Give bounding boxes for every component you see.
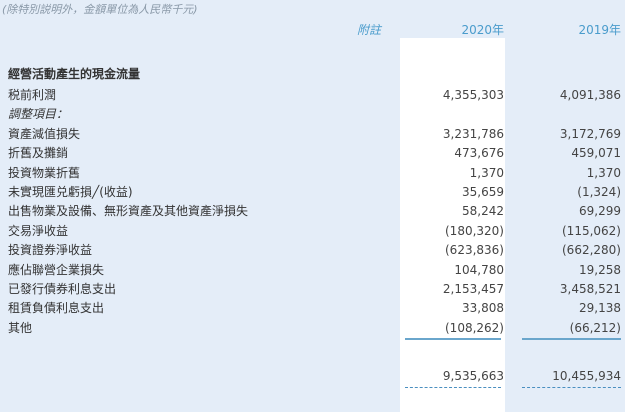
row-label: 投資物業折舊 — [8, 165, 81, 180]
header-2019: 2019年 — [578, 23, 621, 37]
table-row: 折舊及攤銷 473,676 459,071 — [8, 144, 625, 163]
value-2019: (66,212) — [569, 320, 621, 335]
value-2019: 1,370 — [586, 165, 621, 180]
table-row: 已發行債券利息支出 2,153,457 3,458,521 — [8, 280, 625, 299]
total-row: 9,535,663 10,455,934 — [8, 367, 625, 386]
value-2020: 104,780 — [454, 262, 504, 277]
row-label: 交易淨收益 — [8, 223, 69, 238]
row-label: 未實現匯兑虧損╱(收益) — [8, 185, 133, 199]
row-label: 出售物業及設備、無形資產及其他資產淨損失 — [8, 204, 249, 219]
current-year-column-highlight — [400, 38, 505, 412]
value-2020: 33,808 — [462, 301, 504, 316]
total-line-2020 — [405, 387, 501, 388]
value-2019: 3,458,521 — [559, 282, 621, 296]
section-title: 經營活動產生的現金流量 — [8, 65, 625, 84]
value-2019: 3,172,769 — [559, 126, 621, 141]
table-row: 其他 (108,262) (66,212) — [8, 319, 625, 338]
unit-note: (除特別説明外，金額單位為人民幣千元) — [2, 3, 198, 16]
row-label: 其他 — [8, 320, 33, 335]
row-label: 租賃負債利息支出 — [8, 301, 105, 316]
section-title-text: 經營活動產生的現金流量 — [8, 67, 141, 81]
value-2020: 2,153,457 — [442, 282, 504, 296]
table-row: 資產減值損失 3,231,786 3,172,769 — [8, 125, 625, 144]
row-label: 投資證券淨收益 — [8, 243, 93, 258]
total-line-2019 — [522, 387, 621, 388]
subtotal-line-2020 — [405, 338, 501, 340]
value-2020: 473,676 — [454, 146, 504, 161]
table-row: 投資證券淨收益 (623,836) (662,280) — [8, 241, 625, 260]
value-2020: 58,242 — [462, 204, 504, 219]
row-label: 應佔聯營企業損失 — [8, 262, 105, 277]
value-2020: 1,370 — [469, 165, 504, 180]
header-note: 附註 — [357, 23, 382, 37]
table-row: 税前利潤 4,355,303 4,091,386 — [8, 86, 625, 105]
total-2020: 9,535,663 — [442, 369, 504, 383]
value-2020: 3,231,786 — [442, 126, 504, 141]
value-2019: (115,062) — [562, 223, 621, 238]
value-2019: (662,280) — [562, 243, 621, 258]
total-2019: 10,455,934 — [552, 369, 621, 383]
value-2019: 29,138 — [579, 301, 621, 316]
value-2019: 4,091,386 — [559, 88, 621, 102]
row-label: 已發行債券利息支出 — [8, 282, 117, 296]
value-2019: 459,071 — [571, 146, 621, 161]
value-2020: 35,659 — [462, 185, 504, 199]
value-2020: (180,320) — [445, 223, 504, 238]
table-row: 出售物業及設備、無形資產及其他資產淨損失 58,242 69,299 — [8, 202, 625, 221]
row-label: 折舊及攤銷 — [8, 146, 69, 161]
table-row: 交易淨收益 (180,320) (115,062) — [8, 222, 625, 241]
value-2020: (108,262) — [445, 320, 504, 335]
table-row: 調整項目： — [8, 105, 625, 124]
value-2019: 19,258 — [579, 262, 621, 277]
value-2020: 4,355,303 — [442, 88, 504, 102]
header-2020: 2020年 — [461, 23, 504, 37]
value-2019: (1,324) — [577, 185, 621, 199]
subtotal-line-2019 — [522, 338, 621, 340]
table-row: 應佔聯營企業損失 104,780 19,258 — [8, 261, 625, 280]
value-2020: (623,836) — [445, 243, 504, 258]
table-row: 租賃負債利息支出 33,808 29,138 — [8, 299, 625, 318]
table-row: 投資物業折舊 1,370 1,370 — [8, 164, 625, 183]
table-row: 未實現匯兑虧損╱(收益) 35,659 (1,324) — [8, 183, 625, 202]
row-label: 資產減值損失 — [8, 126, 81, 141]
value-2019: 69,299 — [579, 204, 621, 219]
row-label: 調整項目： — [8, 107, 69, 122]
row-label: 税前利潤 — [8, 88, 57, 102]
